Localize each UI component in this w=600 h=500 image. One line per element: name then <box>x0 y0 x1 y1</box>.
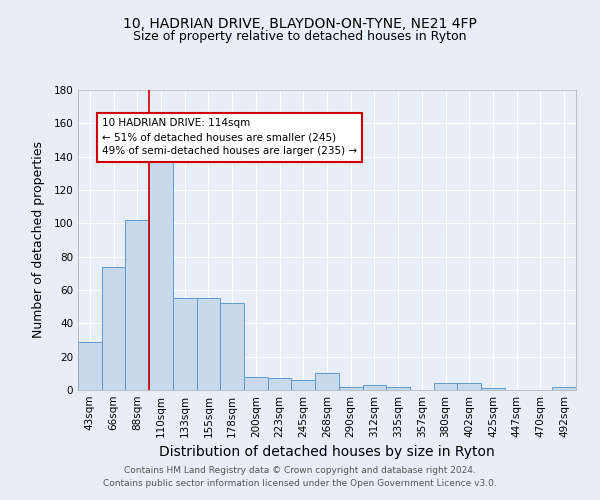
Text: Contains HM Land Registry data © Crown copyright and database right 2024.
Contai: Contains HM Land Registry data © Crown c… <box>103 466 497 487</box>
Bar <box>197 298 220 390</box>
Bar <box>457 384 481 390</box>
Text: 10, HADRIAN DRIVE, BLAYDON-ON-TYNE, NE21 4FP: 10, HADRIAN DRIVE, BLAYDON-ON-TYNE, NE21… <box>123 18 477 32</box>
Text: Size of property relative to detached houses in Ryton: Size of property relative to detached ho… <box>133 30 467 43</box>
Bar <box>244 376 268 390</box>
Y-axis label: Number of detached properties: Number of detached properties <box>32 142 45 338</box>
X-axis label: Distribution of detached houses by size in Ryton: Distribution of detached houses by size … <box>159 446 495 460</box>
Bar <box>362 385 386 390</box>
Bar <box>102 266 125 390</box>
Bar <box>552 386 576 390</box>
Bar <box>386 386 410 390</box>
Bar <box>125 220 149 390</box>
Bar <box>149 162 173 390</box>
Bar <box>268 378 292 390</box>
Bar <box>292 380 315 390</box>
Bar <box>173 298 197 390</box>
Bar <box>481 388 505 390</box>
Bar <box>78 342 102 390</box>
Bar <box>220 304 244 390</box>
Bar <box>434 384 457 390</box>
Bar <box>339 386 362 390</box>
Bar <box>315 374 339 390</box>
Text: 10 HADRIAN DRIVE: 114sqm
← 51% of detached houses are smaller (245)
49% of semi-: 10 HADRIAN DRIVE: 114sqm ← 51% of detach… <box>102 118 357 156</box>
